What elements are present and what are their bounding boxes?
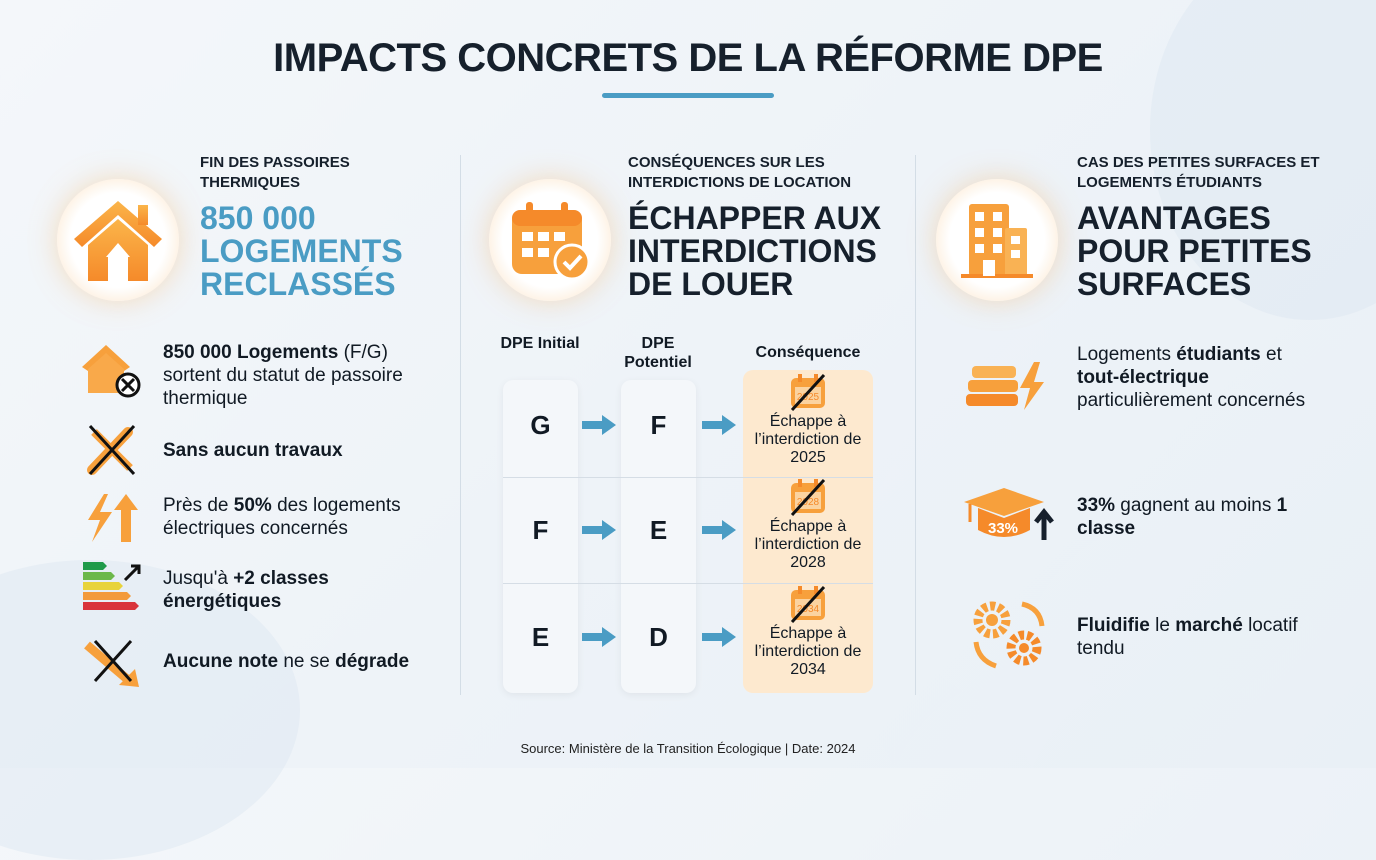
arrow-right-icon bbox=[702, 627, 736, 647]
arrow-right-icon bbox=[582, 520, 616, 540]
list-item: Aucune note ne se dégrade bbox=[163, 650, 409, 673]
bolt-up-arrow-icon bbox=[80, 490, 144, 546]
item-text: ne se bbox=[278, 651, 336, 672]
headline-line: ÉCHAPPER AUX bbox=[628, 200, 882, 236]
item-bold: 33% bbox=[1077, 495, 1116, 516]
table-header: DPE Potentiel bbox=[624, 335, 692, 371]
item-bold: marché bbox=[1175, 615, 1243, 636]
source-note: Source: Ministère de la Transition Écolo… bbox=[520, 741, 856, 756]
section-headline: AVANTAGES POUR PETITES SURFACES bbox=[1077, 202, 1312, 301]
calendar-year: 2028 bbox=[797, 497, 820, 508]
item-bold: 850 000 Logements bbox=[163, 342, 339, 363]
item-text: le bbox=[1149, 615, 1176, 636]
consequence-text: Échappe à l’interdiction de 2034 bbox=[754, 625, 862, 678]
item-text: particulièrement concernés bbox=[1077, 390, 1306, 411]
headline-line: INTERDICTIONS bbox=[628, 233, 877, 269]
calendar-crossed-icon: 2025 bbox=[790, 373, 826, 411]
consequence-text: Échappe à l’interdiction de 2025 bbox=[754, 413, 862, 466]
item-text: locatif tendu bbox=[1077, 615, 1298, 659]
cap-badge: 33% bbox=[988, 520, 1019, 537]
row-divider bbox=[503, 583, 873, 584]
item-bold: +2 classes énergétiques bbox=[163, 568, 329, 612]
item-text: Jusqu'à bbox=[163, 568, 234, 589]
house-icon bbox=[57, 179, 179, 301]
item-bold: 50% bbox=[233, 495, 272, 516]
headline-line: POUR PETITES bbox=[1077, 233, 1312, 269]
item-text: et bbox=[1260, 344, 1282, 365]
item-text: Près de bbox=[163, 495, 234, 516]
building-icon bbox=[936, 179, 1058, 301]
calendar-year: 2034 bbox=[797, 604, 820, 615]
dpe-initial-value: F bbox=[532, 515, 549, 545]
list-item: 850 000 Logements (F/G) sortent du statu… bbox=[163, 341, 423, 410]
item-text: gagnent au moins bbox=[1115, 495, 1277, 516]
section-headline: 850 000 LOGEMENTS RECLASSÉS bbox=[200, 202, 403, 301]
section-kicker: CAS DES PETITES SURFACES ET LOGEMENTS ÉT… bbox=[1077, 154, 1320, 191]
arrow-right-icon bbox=[702, 520, 736, 540]
row-divider bbox=[503, 477, 873, 478]
list-item: Sans aucun travaux bbox=[163, 439, 343, 462]
headline-line: AVANTAGES bbox=[1077, 200, 1271, 236]
item-bold: Sans aucun travaux bbox=[163, 440, 343, 461]
headline-line: LOGEMENTS bbox=[200, 233, 403, 269]
item-bold: étudiants bbox=[1176, 344, 1261, 365]
arrow-right-icon bbox=[702, 415, 736, 435]
dpe-initial-column bbox=[503, 380, 578, 693]
gears-cycle-icon bbox=[966, 596, 1050, 672]
down-arrow-crossed-icon bbox=[80, 635, 144, 691]
list-item: Fluidifie le marché locatif tendu bbox=[1077, 614, 1317, 660]
page-title: IMPACTS CONCRETS DE LA RÉFORME DPE bbox=[273, 36, 1103, 80]
calendar-crossed-icon: 2034 bbox=[790, 585, 826, 623]
item-bold: Aucune note bbox=[163, 651, 279, 672]
column-divider bbox=[915, 155, 916, 695]
dpe-potential-column bbox=[621, 380, 696, 693]
title-underline bbox=[602, 93, 774, 98]
list-item: Logements étudiants et tout-électrique p… bbox=[1077, 343, 1317, 412]
item-bold: 1 classe bbox=[1077, 495, 1288, 539]
item-text: des logements électriques concernés bbox=[163, 495, 401, 539]
dpe-initial-value: G bbox=[530, 410, 551, 440]
item-bold: tout-électrique bbox=[1077, 367, 1209, 388]
section-kicker: CONSÉQUENCES SUR LES INTERDICTIONS DE LO… bbox=[628, 154, 852, 191]
section-kicker: FIN DES PASSOIRES THERMIQUES bbox=[200, 154, 350, 191]
headline-line: SURFACES bbox=[1077, 266, 1252, 302]
headline-line: RECLASSÉS bbox=[200, 266, 396, 302]
dpe-potential-value: F bbox=[650, 410, 667, 440]
list-item: Jusqu'à +2 classes énergétiques bbox=[163, 567, 423, 613]
table-header: DPE Initial bbox=[500, 335, 580, 352]
energy-label-icon bbox=[80, 560, 144, 616]
calendar-crossed-icon: 2028 bbox=[790, 478, 826, 516]
calendar-check-icon bbox=[489, 179, 611, 301]
calendar-year: 2025 bbox=[797, 392, 820, 403]
section-headline: ÉCHAPPER AUX INTERDICTIONS DE LOUER bbox=[628, 202, 881, 301]
headline-line: 850 000 bbox=[200, 200, 316, 236]
tools-crossed-icon bbox=[80, 422, 144, 478]
item-bold: Fluidifie bbox=[1077, 615, 1150, 636]
item-text: Logements bbox=[1077, 344, 1177, 365]
item-bold: dégrade bbox=[335, 651, 410, 672]
dpe-initial-value: E bbox=[531, 622, 550, 652]
consequence-text: Échappe à l’interdiction de 2028 bbox=[754, 518, 862, 571]
item-text: (F/G) sortent du statut de passoire ther… bbox=[163, 342, 403, 409]
dpe-potential-value: D bbox=[649, 622, 668, 652]
list-item: 33% gagnent au moins 1 classe bbox=[1077, 494, 1317, 540]
house-cross-icon bbox=[80, 343, 144, 399]
headline-line: DE LOUER bbox=[628, 266, 794, 302]
graduation-cap-icon: 33% bbox=[962, 484, 1058, 548]
column-divider bbox=[460, 155, 461, 695]
books-bolt-icon bbox=[962, 358, 1054, 414]
table-header: Conséquence bbox=[755, 344, 861, 361]
list-item: Près de 50% des logements électriques co… bbox=[163, 494, 433, 540]
consequence-column bbox=[743, 370, 873, 693]
arrow-right-icon bbox=[582, 415, 616, 435]
arrow-right-icon bbox=[582, 627, 616, 647]
dpe-potential-value: E bbox=[649, 515, 668, 545]
